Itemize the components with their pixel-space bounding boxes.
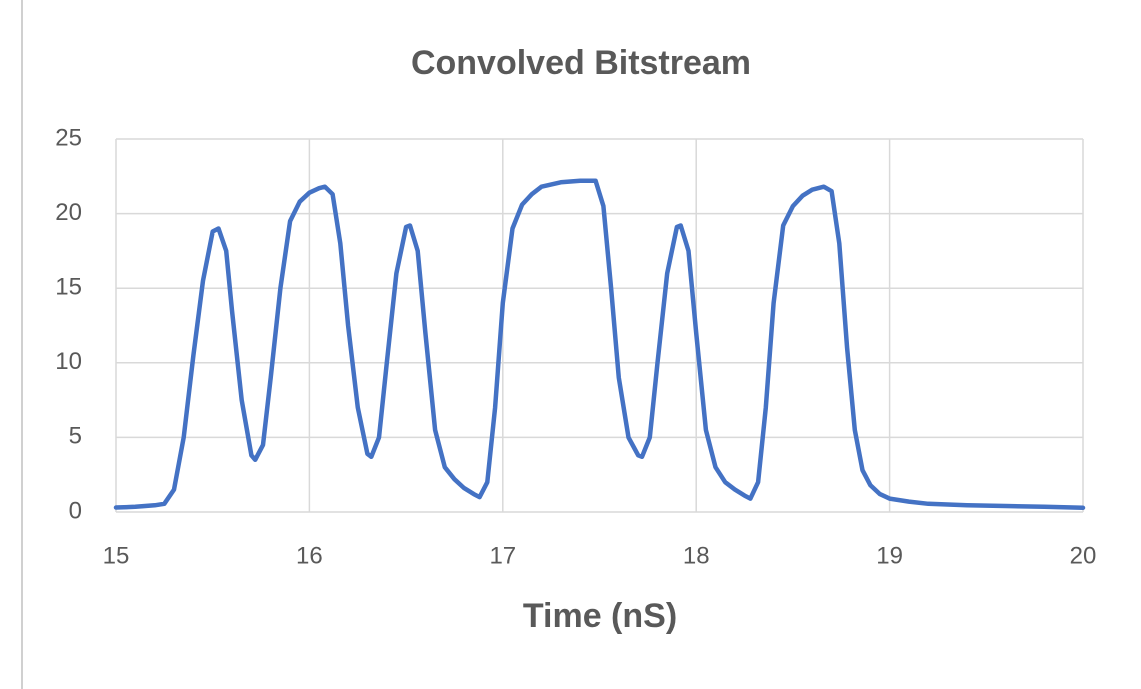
y-tick-label: 0 — [69, 497, 82, 524]
y-tick-label: 20 — [55, 199, 82, 226]
x-tick-label: 16 — [296, 542, 323, 569]
y-tick-label: 10 — [55, 348, 82, 375]
y-tick-label: 25 — [55, 124, 82, 151]
x-tick-label: 17 — [489, 542, 516, 569]
data-line — [113, 178, 1086, 511]
x-tick-label: 20 — [1070, 542, 1097, 569]
y-tick-label: 15 — [55, 274, 82, 301]
x-tick-label: 19 — [876, 542, 903, 569]
x-tick-label: 18 — [683, 542, 710, 569]
x-tick-label: 15 — [103, 542, 130, 569]
x-axis-label: Time (nS) — [523, 597, 677, 635]
chart-title: Convolved Bitstream — [411, 44, 751, 82]
y-tick-label: 5 — [69, 423, 82, 450]
